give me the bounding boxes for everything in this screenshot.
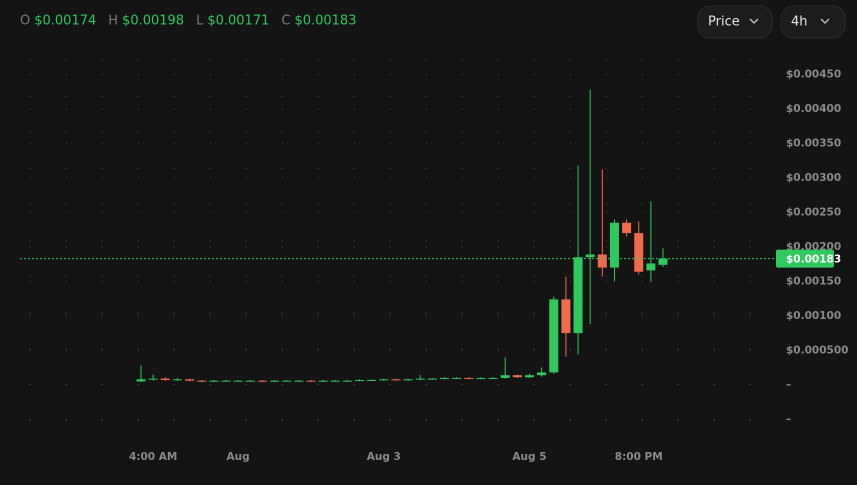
candle-body xyxy=(306,380,316,382)
candle-body xyxy=(452,377,462,379)
price-button-label[interactable]: Price xyxy=(708,15,740,30)
ohlc-key: H xyxy=(108,14,118,29)
price-tag-label: $0.00183 xyxy=(786,254,841,266)
header: O $0.00174 H $0.00198 L $0.00171 C $0.00183 xyxy=(20,14,356,29)
y-tick-label: $0.000500 xyxy=(786,344,848,356)
candle-body xyxy=(464,377,474,379)
ohlc-value: $0.00198 xyxy=(122,14,184,29)
candle-body xyxy=(245,380,255,382)
candle-body xyxy=(379,379,389,381)
candle-body xyxy=(342,380,352,382)
candle-body xyxy=(197,380,207,382)
y-tick-label: $0.00450 xyxy=(786,68,841,80)
ohlc-key: L xyxy=(196,14,204,29)
y-tick-label: $0.00350 xyxy=(786,137,841,149)
candle-body xyxy=(622,222,632,234)
y-tick-label: $0.00100 xyxy=(786,310,841,322)
x-tick-label: 4:00 AM xyxy=(129,451,177,463)
candle-body xyxy=(476,377,486,379)
candle-body xyxy=(233,380,243,382)
candle-body xyxy=(330,380,340,382)
candle-body xyxy=(537,372,547,376)
x-tick-label: Aug 3 xyxy=(367,451,401,463)
candle-body xyxy=(561,299,571,334)
candle-body xyxy=(318,380,328,382)
y-tick-label: $0.00300 xyxy=(786,172,841,184)
candle-body xyxy=(512,375,522,378)
candle-body xyxy=(221,380,231,382)
candle-body xyxy=(136,379,146,382)
candle-body xyxy=(403,379,413,381)
candle-body xyxy=(391,379,401,381)
candle-body xyxy=(282,380,292,382)
candle-body xyxy=(609,222,619,268)
candle-body xyxy=(658,258,668,265)
y-tick-label: $0.00250 xyxy=(786,206,841,218)
ohlc-value: $0.00171 xyxy=(207,14,269,29)
price-button[interactable] xyxy=(697,5,773,39)
x-tick-label: 8:00 PM xyxy=(615,451,663,463)
candle-body xyxy=(185,379,195,381)
interval-button-label[interactable]: 4h xyxy=(791,15,808,30)
y-tick-label: $0.00400 xyxy=(786,103,841,115)
candle-body xyxy=(524,375,534,378)
candle-body xyxy=(160,378,170,380)
candle-body xyxy=(355,380,365,381)
candle-body xyxy=(270,380,280,382)
candle-body xyxy=(294,380,304,382)
candle-body xyxy=(172,379,182,381)
candle-body xyxy=(597,254,607,268)
candle-body xyxy=(257,380,267,382)
ohlc-value: $0.00174 xyxy=(34,14,96,29)
ohlc-key: C xyxy=(281,14,290,29)
interval-button[interactable] xyxy=(780,5,846,39)
ohlc-value: $0.00183 xyxy=(294,14,356,29)
candle-body xyxy=(488,377,498,379)
candle-body xyxy=(573,257,583,334)
candle-body xyxy=(440,377,449,379)
candle-body xyxy=(209,380,219,382)
price-tag xyxy=(776,249,834,268)
x-tick-label: Aug xyxy=(227,451,250,463)
candle-body xyxy=(427,378,437,380)
y-tick-label: – xyxy=(786,379,791,391)
candle-body xyxy=(585,254,595,258)
x-tick-label: Aug 5 xyxy=(512,451,546,463)
candle-body xyxy=(634,233,644,272)
chevron xyxy=(820,18,830,24)
y-tick-label: – xyxy=(786,413,791,425)
candle-body xyxy=(148,378,158,380)
candle-body xyxy=(646,263,656,271)
candle-body xyxy=(549,299,559,373)
ohlc-key: O xyxy=(20,14,30,29)
y-tick-label: $0.00150 xyxy=(786,275,841,287)
candle-body xyxy=(367,380,377,381)
candle-body xyxy=(415,378,425,380)
candle-body xyxy=(500,375,510,378)
chevron xyxy=(749,18,759,24)
